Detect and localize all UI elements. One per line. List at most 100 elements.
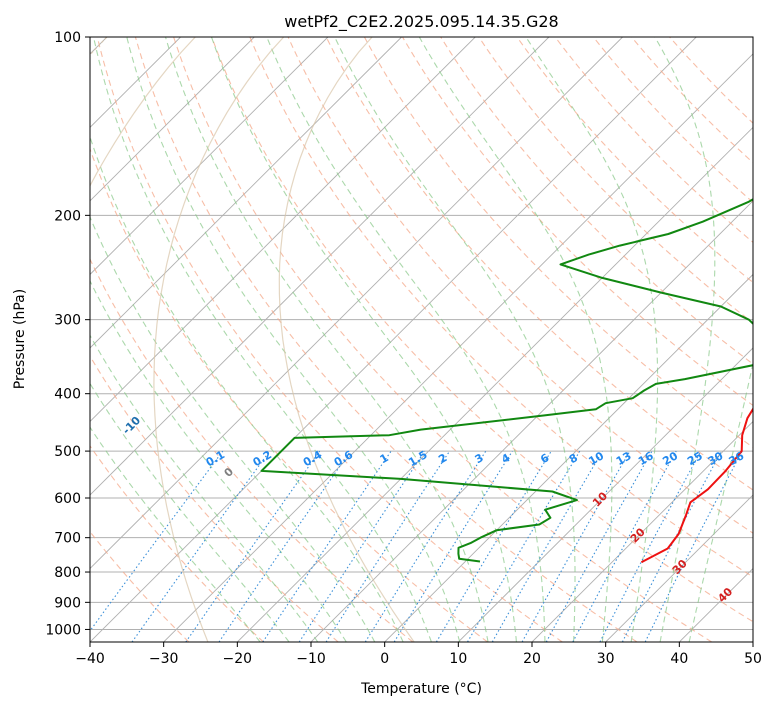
dry-adiabat-line — [592, 37, 753, 203]
moist-adiabat-line — [126, 37, 461, 642]
dry-adiabat-line — [173, 37, 712, 642]
x-tick-label: 0 — [380, 651, 389, 667]
dry-adiabat-line — [363, 37, 753, 448]
theta-circles — [90, 37, 415, 642]
mixing-ratio-label: 3 — [473, 451, 486, 466]
x-axis: −40 −30 −20 −10 0 10 20 30 40 50 — [75, 642, 762, 667]
mixing-ratio-line — [364, 450, 487, 642]
isotherm-line — [90, 37, 402, 349]
dry-adiabat-line — [90, 444, 264, 642]
moist-adiabat-line — [334, 37, 576, 642]
moist-adiabat-line — [418, 37, 613, 642]
mixing-ratio-line — [90, 450, 224, 632]
mixing-ratio-label: 4 — [499, 451, 512, 466]
dry-adiabat-label: 10 — [590, 489, 610, 509]
moist-adiabat-line — [210, 37, 518, 642]
isotherm-line — [90, 37, 255, 202]
isobar-grid — [90, 37, 753, 630]
moist-adiabat-line — [688, 360, 753, 642]
moist-adiabats — [90, 37, 753, 642]
dry-adiabat-line — [554, 37, 753, 244]
plot-area: -100-90-80-70-60-50-40-30-20-10010203040… — [90, 37, 753, 642]
y-tick-label: 200 — [54, 208, 81, 224]
dewpoint-line — [260, 198, 753, 563]
dry-adiabat-line — [90, 355, 339, 642]
chart-title: wetPf2_C2E2.2025.095.14.35.G28 — [284, 12, 558, 32]
isotherm-line — [679, 567, 753, 642]
y-tick-label: 500 — [54, 444, 81, 460]
mixing-ratio-line — [467, 450, 581, 642]
dry-adiabat-line — [211, 37, 753, 623]
mixing-ratio-label: 13 — [614, 449, 634, 468]
moist-adiabat-line — [164, 37, 489, 642]
moist-adiabat-line — [90, 426, 261, 642]
moist-adiabat-line — [92, 37, 432, 642]
mixing-ratio-line — [185, 450, 321, 642]
isotherm-line — [90, 37, 623, 570]
x-tick-label: 20 — [523, 651, 541, 667]
x-tick-label: 40 — [670, 651, 688, 667]
moist-adiabat-line — [90, 334, 319, 642]
moist-adiabat-line — [90, 382, 290, 642]
y-tick-label: 900 — [54, 595, 81, 611]
dry-adiabat-line — [440, 37, 753, 365]
temperature-line — [640, 407, 753, 564]
dry-adiabats — [90, 37, 753, 642]
mixing-ratio-line — [572, 450, 677, 642]
dry-adiabat-line — [90, 257, 414, 642]
x-tick-label: −10 — [296, 651, 326, 667]
y-tick-label: 600 — [54, 491, 81, 507]
mixing-ratio-label: 25 — [685, 449, 705, 468]
theta-curve — [153, 37, 285, 642]
x-tick-label: −40 — [75, 651, 105, 667]
isotherm-line — [90, 37, 329, 276]
dry-adiabat-label: 0 — [222, 465, 237, 480]
theta-curve — [278, 37, 415, 642]
mixing-ratio-line — [545, 450, 653, 642]
isotherm-line — [163, 53, 753, 642]
moist-adiabat-line — [525, 37, 659, 642]
isotherm-line — [531, 420, 753, 642]
isotherm-line — [90, 37, 697, 642]
y-tick-label: 300 — [54, 313, 81, 329]
dry-adiabat-line — [402, 37, 753, 407]
dry-adiabat-line — [631, 37, 753, 164]
skewed-isotherms — [90, 37, 753, 642]
x-tick-label: 30 — [597, 651, 615, 667]
dry-adiabat-line — [325, 37, 753, 491]
isotherm-line — [237, 126, 753, 642]
x-axis-label: Temperature (°C) — [360, 681, 482, 697]
x-tick-label: −20 — [223, 651, 253, 667]
moist-adiabat-line — [90, 135, 404, 642]
x-tick-label: 50 — [744, 651, 762, 667]
mixing-ratio-line — [491, 450, 603, 642]
y-tick-label: 1000 — [45, 622, 81, 638]
y-axis-label: Pressure (hPa) — [12, 289, 28, 389]
dry-adiabat-line — [96, 37, 563, 642]
mixing-ratio-line — [325, 450, 451, 642]
dry-adiabat-line — [90, 530, 190, 642]
mixing-ratio-label: 8 — [567, 451, 580, 466]
dry-adiabat-line — [478, 37, 753, 324]
mixing-ratio-label: 1 — [378, 451, 391, 466]
theta-curve — [90, 37, 196, 188]
y-axis: 100 200 300 400 500 600 700 800 900 1000 — [45, 30, 90, 638]
mixing-ratio-line — [131, 450, 271, 642]
mixing-ratio-line — [435, 450, 552, 642]
x-tick-label: −30 — [149, 651, 179, 667]
mixing-ratio-lines — [90, 450, 743, 642]
series-layer — [260, 198, 753, 564]
dry-adiabat-line — [287, 37, 753, 534]
mixing-ratio-line — [218, 450, 351, 642]
y-tick-label: 800 — [54, 565, 81, 581]
dry-adiabat-label: -10 — [120, 414, 143, 437]
mixing-ratio-label: 10 — [586, 449, 606, 468]
mixing-ratio-line — [393, 450, 513, 642]
y-tick-label: 700 — [54, 531, 81, 547]
mixing-ratio-line — [521, 450, 631, 642]
dry-adiabat-label: 30 — [670, 557, 690, 577]
y-tick-label: 400 — [54, 387, 81, 403]
mixing-ratio-line — [599, 450, 702, 642]
x-tick-label: 10 — [449, 651, 467, 667]
